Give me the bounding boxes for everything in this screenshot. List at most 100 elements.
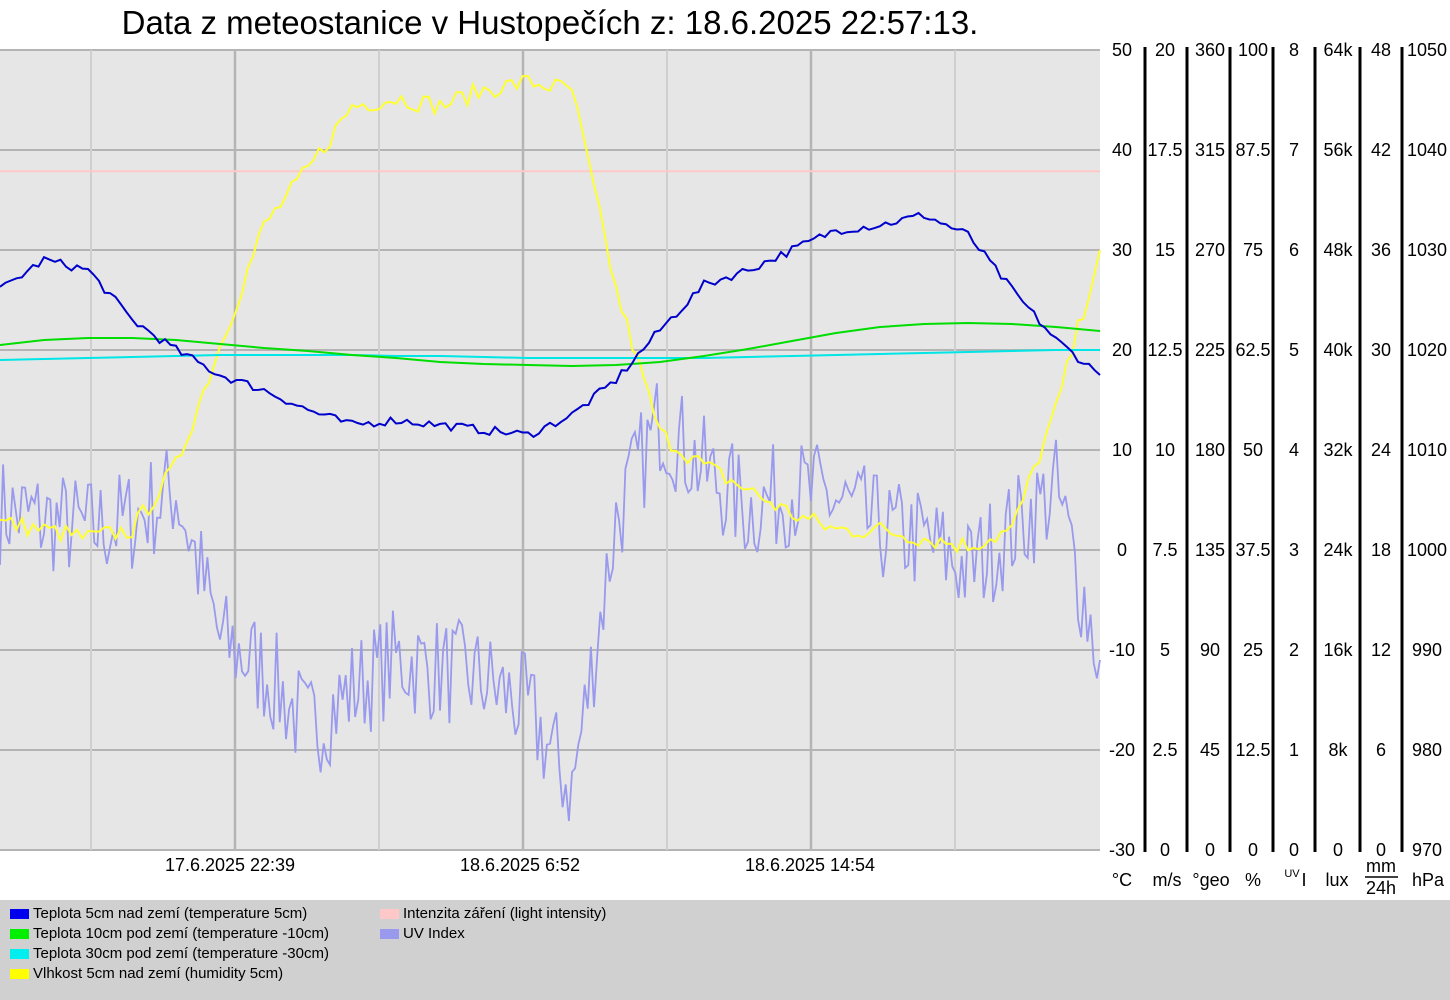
unit-hpa: hPa	[1412, 870, 1445, 890]
axis-tick-label: 0	[1248, 840, 1258, 860]
x-tick-label: 17.6.2025 22:39	[165, 855, 295, 875]
axis-tick-label: 24k	[1323, 540, 1353, 560]
x-axis-labels: 17.6.2025 22:39 18.6.2025 6:52 18.6.2025 1…	[165, 855, 875, 875]
legend-label: Teplota 10cm pod zemí (temperature -10cm…	[33, 925, 329, 942]
axis-tick-label: 5	[1289, 340, 1299, 360]
axis-tick-label: 135	[1195, 540, 1225, 560]
series-line	[0, 349, 1100, 361]
axis-tick-label: 48	[1371, 40, 1391, 60]
unit-mm: mm	[1366, 856, 1396, 876]
axis-tick-label: -20	[1109, 740, 1135, 760]
right-axes: 50403020100-10-20-302017.51512.5107.552.…	[1109, 40, 1447, 860]
legend-label: Teplota 5cm nad zemí (temperature 5cm)	[33, 905, 308, 922]
axis-tick-label: 6	[1376, 740, 1386, 760]
axis-tick-label: 1010	[1407, 440, 1447, 460]
axis-tick-label: 5	[1160, 640, 1170, 660]
unit-ms: m/s	[1153, 870, 1182, 890]
axis-tick-label: 7.5	[1152, 540, 1177, 560]
legend-label: UV Index	[403, 925, 465, 942]
axis-tick-label: 30	[1371, 340, 1391, 360]
axis-tick-label: 0	[1160, 840, 1170, 860]
unit-celsius: °C	[1112, 870, 1132, 890]
chart-title: Data z meteostanice v Hustopečích z: 18.…	[121, 4, 979, 41]
legend-label: Teplota 30cm pod zemí (temperature -30cm…	[33, 945, 329, 962]
legend-swatch	[10, 909, 29, 920]
x-tick-label: 18.6.2025 14:54	[745, 855, 875, 875]
axis-tick-label: 62.5	[1235, 340, 1270, 360]
axis-tick-label: 24	[1371, 440, 1391, 460]
axis-tick-label: 56k	[1323, 140, 1353, 160]
axis-tick-label: -10	[1109, 640, 1135, 660]
axis-tick-label: 6	[1289, 240, 1299, 260]
unit-percent: %	[1245, 870, 1261, 890]
axis-tick-label: 90	[1200, 640, 1220, 660]
unit-uvi: I	[1301, 870, 1306, 890]
axis-tick-label: 2	[1289, 640, 1299, 660]
axis-tick-label: 100	[1238, 40, 1268, 60]
legend-item: Intenzita záření (light intensity)	[380, 905, 606, 922]
unit-lux: lux	[1325, 870, 1348, 890]
axis-tick-label: 40	[1112, 140, 1132, 160]
axis-tick-label: 315	[1195, 140, 1225, 160]
axis-tick-label: 87.5	[1235, 140, 1270, 160]
legend-item: Teplota 10cm pod zemí (temperature -10cm…	[10, 925, 329, 942]
axis-tick-label: 8	[1289, 40, 1299, 60]
axis-tick-label: 180	[1195, 440, 1225, 460]
axis-tick-label: 0	[1205, 840, 1215, 860]
legend: Teplota 5cm nad zemí (temperature 5cm) Te…	[0, 900, 1450, 1000]
x-tick-label: 18.6.2025 6:52	[460, 855, 580, 875]
axis-tick-label: 0	[1333, 840, 1343, 860]
axis-tick-label: 50	[1112, 40, 1132, 60]
axis-tick-label: 1020	[1407, 340, 1447, 360]
axis-tick-label: 37.5	[1235, 540, 1270, 560]
axis-tick-label: 16k	[1323, 640, 1353, 660]
axis-tick-label: 17.5	[1147, 140, 1182, 160]
axis-tick-label: 64k	[1323, 40, 1353, 60]
legend-swatch	[380, 909, 399, 920]
axis-tick-label: 18	[1371, 540, 1391, 560]
axis-tick-label: 0	[1289, 840, 1299, 860]
chart-svg: 17.6.2025 22:39 18.6.2025 6:52 18.6.2025 1…	[0, 40, 1447, 898]
axis-tick-label: 4	[1289, 440, 1299, 460]
axis-tick-label: 980	[1412, 740, 1442, 760]
legend-item: UV Index	[380, 925, 465, 942]
legend-label: Intenzita záření (light intensity)	[403, 905, 607, 922]
axis-tick-label: 15	[1155, 240, 1175, 260]
axis-tick-label: 12.5	[1147, 340, 1182, 360]
unit-geo: °geo	[1192, 870, 1229, 890]
axis-tick-label: 12.5	[1235, 740, 1270, 760]
legend-label: Vlhkost 5cm nad zemí (humidity 5cm)	[33, 965, 284, 982]
axis-tick-label: 225	[1195, 340, 1225, 360]
legend-item: Vlhkost 5cm nad zemí (humidity 5cm)	[10, 965, 283, 982]
axis-tick-label: 2.5	[1152, 740, 1177, 760]
axis-tick-label: 36	[1371, 240, 1391, 260]
axis-tick-label: 3	[1289, 540, 1299, 560]
axis-tick-label: 970	[1412, 840, 1442, 860]
series-line	[0, 74, 1101, 554]
axis-tick-label: 1040	[1407, 140, 1447, 160]
axis-tick-label: -30	[1109, 840, 1135, 860]
axis-tick-label: 0	[1117, 540, 1127, 560]
axis-tick-label: 1050	[1407, 40, 1447, 60]
axis-tick-label: 1	[1289, 740, 1299, 760]
axis-tick-label: 45	[1200, 740, 1220, 760]
axis-tick-label: 48k	[1323, 240, 1353, 260]
axis-tick-label: 75	[1243, 240, 1263, 260]
axis-tick-label: 10	[1112, 440, 1132, 460]
axis-tick-label: 40k	[1323, 340, 1353, 360]
axis-tick-label: 10	[1155, 440, 1175, 460]
axis-tick-label: 50	[1243, 440, 1263, 460]
axis-tick-label: 25	[1243, 640, 1263, 660]
legend-swatch	[10, 929, 29, 940]
axis-tick-label: 42	[1371, 140, 1391, 160]
axis-tick-label: 20	[1112, 340, 1132, 360]
unit-24h: 24h	[1366, 878, 1396, 898]
axis-tick-label: 1030	[1407, 240, 1447, 260]
axis-tick-label: 990	[1412, 640, 1442, 660]
legend-swatch	[380, 929, 399, 940]
axis-tick-label: 7	[1289, 140, 1299, 160]
axis-tick-label: 20	[1155, 40, 1175, 60]
axis-tick-label: 32k	[1323, 440, 1353, 460]
series-line	[0, 211, 1101, 439]
